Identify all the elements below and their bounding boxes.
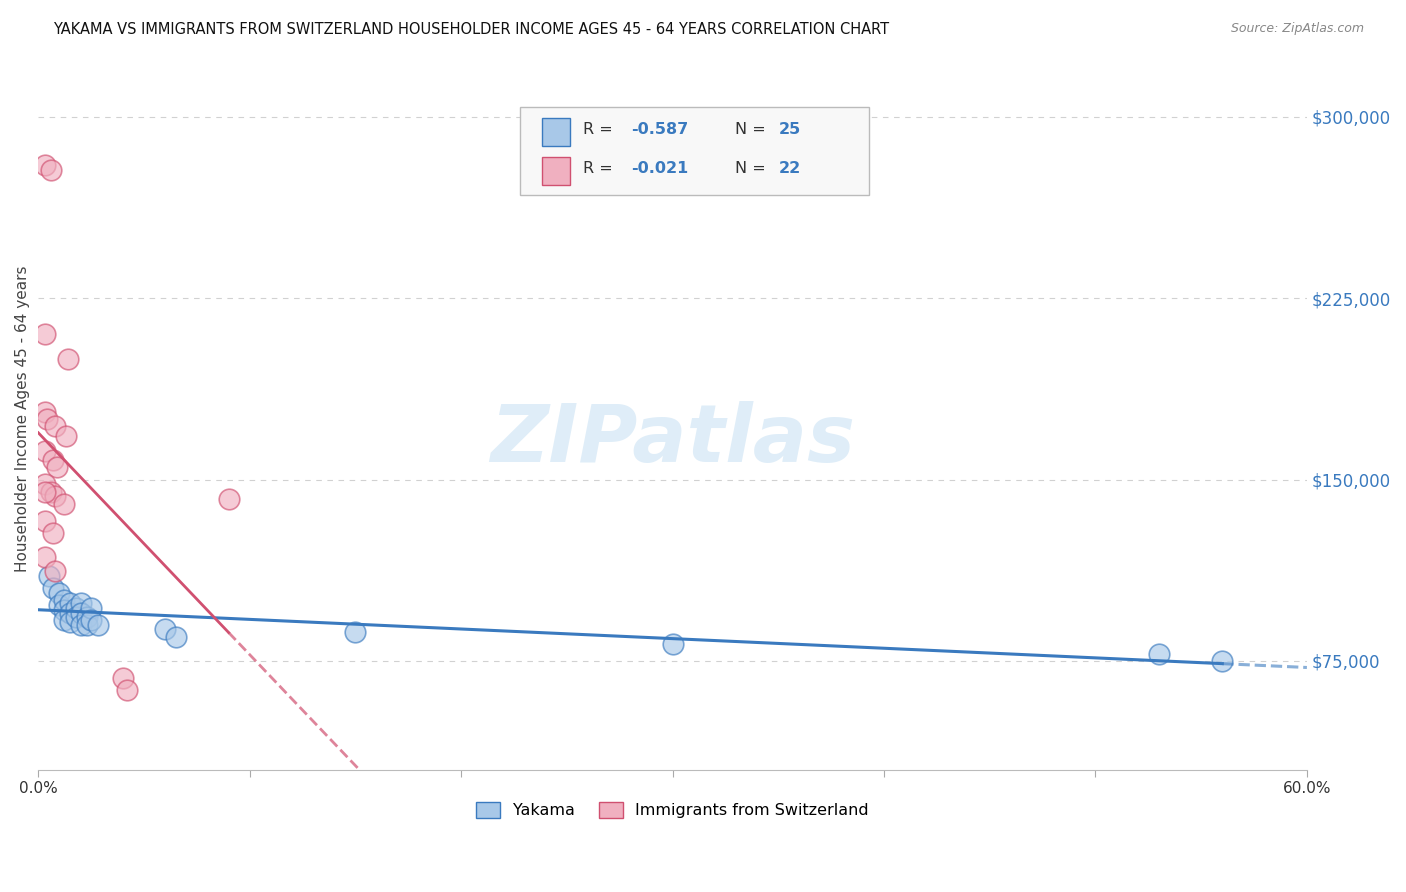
Point: [42, 582, 65, 596]
Point: [165, 630, 187, 644]
Point: [80, 600, 103, 615]
Legend: Yakama, Immigrants from Switzerland: Yakama, Immigrants from Switzerland: [470, 796, 876, 825]
Bar: [541, 157, 569, 185]
Point: [39, 163, 62, 178]
Point: [80, 613, 103, 627]
Text: N =: N =: [735, 122, 770, 137]
Point: [34, 405, 56, 419]
Point: [34, 327, 56, 342]
Bar: [541, 118, 569, 146]
Point: [86, 617, 108, 632]
Point: [344, 624, 367, 639]
Point: [69, 596, 91, 610]
Text: -0.021: -0.021: [631, 161, 688, 176]
Text: -0.587: -0.587: [631, 122, 688, 137]
Point: [44, 490, 66, 504]
Point: [44, 565, 66, 579]
Point: [65, 610, 87, 624]
Point: [55, 429, 77, 443]
Point: [35, 412, 58, 426]
Text: R =: R =: [582, 161, 617, 176]
Y-axis label: Householder Income Ages 45 - 64 years: Householder Income Ages 45 - 64 years: [15, 266, 30, 573]
Point: [69, 606, 91, 620]
Point: [76, 610, 98, 624]
FancyBboxPatch shape: [520, 107, 869, 194]
Point: [52, 613, 75, 627]
Text: 22: 22: [779, 161, 801, 176]
Point: [59, 615, 82, 630]
Text: ZIPatlas: ZIPatlas: [491, 401, 855, 479]
Point: [153, 623, 176, 637]
Text: Source: ZipAtlas.com: Source: ZipAtlas.com: [1230, 22, 1364, 36]
Point: [59, 606, 82, 620]
Point: [42, 453, 65, 467]
Text: N =: N =: [735, 161, 770, 176]
Point: [76, 617, 98, 632]
Text: R =: R =: [582, 122, 617, 137]
Point: [34, 514, 56, 528]
Point: [52, 603, 75, 617]
Point: [42, 525, 65, 540]
Point: [48, 586, 70, 600]
Point: [48, 599, 70, 613]
Point: [52, 593, 75, 607]
Point: [34, 158, 56, 172]
Text: 25: 25: [779, 122, 801, 137]
Point: [218, 491, 240, 506]
Point: [65, 600, 87, 615]
Point: [59, 596, 82, 610]
Point: [111, 671, 134, 685]
Point: [34, 484, 56, 499]
Point: [661, 637, 683, 651]
Point: [1211, 654, 1233, 668]
Point: [46, 460, 69, 475]
Point: [39, 484, 62, 499]
Point: [34, 443, 56, 458]
Point: [34, 477, 56, 491]
Point: [115, 682, 138, 697]
Point: [44, 419, 66, 434]
Point: [38, 569, 60, 583]
Point: [34, 549, 56, 564]
Point: [56, 351, 79, 366]
Point: [52, 497, 75, 511]
Point: [69, 617, 91, 632]
Text: YAKAMA VS IMMIGRANTS FROM SWITZERLAND HOUSEHOLDER INCOME AGES 45 - 64 YEARS CORR: YAKAMA VS IMMIGRANTS FROM SWITZERLAND HO…: [53, 22, 890, 37]
Point: [1147, 647, 1170, 661]
